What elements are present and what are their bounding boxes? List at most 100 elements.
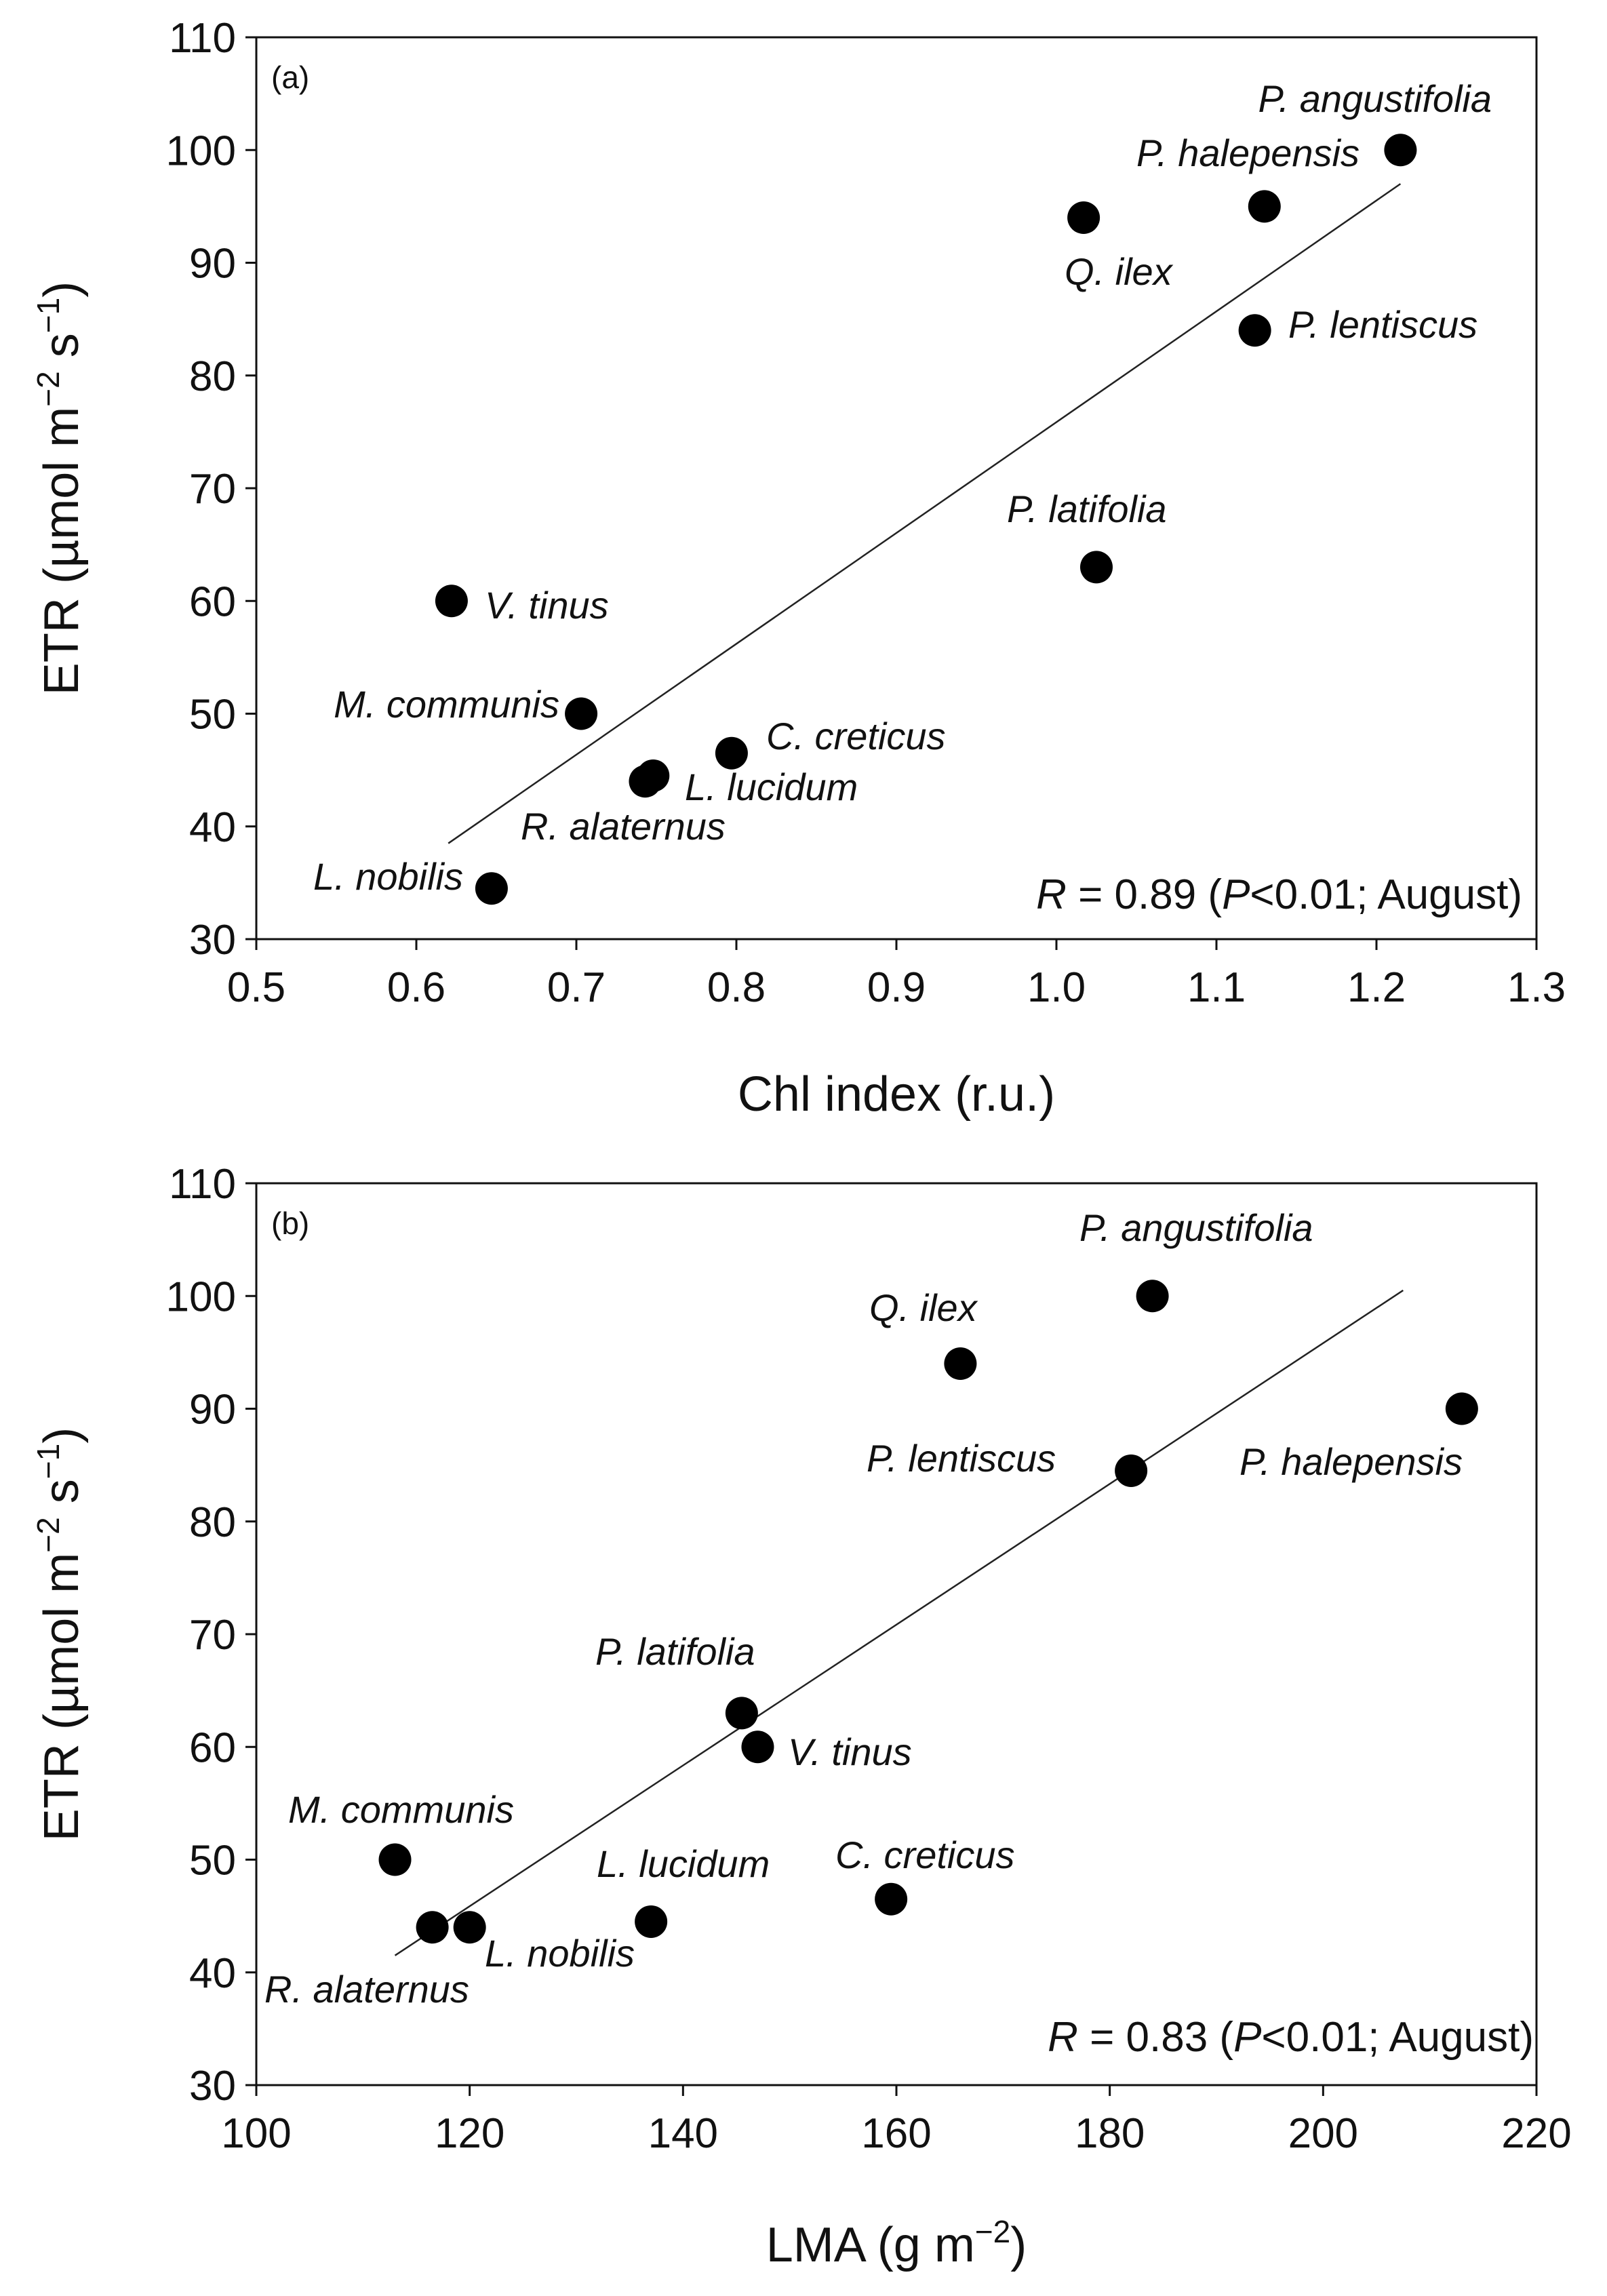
panel-a-point-q-ilex bbox=[1067, 201, 1100, 234]
panel-b-label-p-lentiscus: P. lentiscus bbox=[867, 1437, 1056, 1480]
panel-a-y-ticks: 30 40 50 60 70 80 90 100 110 bbox=[166, 15, 256, 964]
panel-b-points bbox=[378, 1280, 1478, 1944]
panel-b-y-title-part: ETR (µmol m bbox=[35, 1553, 89, 1841]
panel-b-point-r-alaternus bbox=[416, 1911, 449, 1944]
panel-a-y-tick-label: 110 bbox=[169, 15, 236, 62]
panel-b-label-p-latifolia: P. latifolia bbox=[595, 1630, 755, 1673]
panel-b-y-tick-label: 80 bbox=[189, 1499, 236, 1546]
panel-b-x-tick-label: 140 bbox=[648, 2110, 718, 2157]
panel-a-point-v-tinus bbox=[435, 585, 468, 618]
panel-a-point-p-lentiscus bbox=[1238, 314, 1271, 347]
panel-a-panel-label: (a) bbox=[271, 60, 309, 95]
panel-b-point-v-tinus bbox=[741, 1730, 774, 1764]
panel-a-y-tick-label: 80 bbox=[189, 353, 236, 400]
panel-a-label-l-nobilis: L. nobilis bbox=[313, 855, 463, 898]
panel-a-x-axis-title: Chl index (r.u.) bbox=[738, 1067, 1055, 1122]
panel-b-label-l-lucidum: L. lucidum bbox=[597, 1842, 770, 1885]
panel-b-x-tick-label: 200 bbox=[1288, 2110, 1358, 2157]
panel-a-x-ticks: 0.5 0.6 0.7 0.8 0.9 1.0 1.1 1.2 1.3 bbox=[227, 939, 1566, 1011]
panel-a-point-c-creticus bbox=[715, 736, 748, 770]
panel-b-y-axis-title: ETR (µmol m−2 s−1) bbox=[31, 1427, 89, 1841]
panel-b-point-l-lucidum bbox=[635, 1905, 668, 1938]
panel-b-point-l-nobilis bbox=[453, 1911, 486, 1944]
panel-b-point-m-communis bbox=[378, 1843, 412, 1876]
panel-b-y-ticks: 30 40 50 60 70 80 90 100 110 bbox=[166, 1161, 256, 2110]
panel-b-y-tick-label: 70 bbox=[189, 1612, 236, 1659]
panel-b-y-title-sup: −1 bbox=[31, 1444, 66, 1479]
panel-a-label-l-lucidum: L. lucidum bbox=[685, 766, 858, 808]
panel-b-y-title-sup: −2 bbox=[31, 1517, 66, 1552]
panel-b-x-title-part: LMA (g m bbox=[766, 2218, 975, 2272]
panel-a-point-p-latifolia bbox=[1080, 551, 1113, 584]
panel-a-y-title-part: s bbox=[35, 333, 89, 371]
panel-b-label-p-angustifolia: P. angustifolia bbox=[1079, 1206, 1313, 1249]
panel-b-label-r-alaternus: R. alaternus bbox=[264, 1968, 469, 2011]
panel-a-x-tick-label: 1.2 bbox=[1347, 964, 1406, 1011]
panel-b-y-tick-label: 50 bbox=[189, 1838, 236, 1884]
panel-a-x-tick-label: 1.1 bbox=[1187, 964, 1246, 1011]
panel-b-y-tick-label: 30 bbox=[189, 2063, 236, 2110]
panel-a-y-tick-label: 50 bbox=[189, 692, 236, 738]
panel-b-x-title-part: ) bbox=[1010, 2218, 1027, 2272]
panel-a-stat-text: = 0.89 ( bbox=[1067, 871, 1223, 918]
panel-a-label-m-communis: M. communis bbox=[334, 683, 559, 726]
panel-a-label-v-tinus: V. tinus bbox=[485, 584, 609, 627]
panel-a-y-tick-label: 60 bbox=[189, 578, 236, 625]
panel-a-point-l-nobilis bbox=[475, 872, 508, 905]
panel-b-label-c-creticus: C. creticus bbox=[835, 1834, 1015, 1876]
panel-a-point-p-halepensis bbox=[1248, 190, 1281, 223]
panel-b-stat-text: = 0.83 ( bbox=[1078, 2014, 1234, 2061]
panel-b-stat-r: R bbox=[1048, 2014, 1078, 2061]
panel-a-point-m-communis bbox=[565, 697, 598, 730]
panel-b-point-p-lentiscus bbox=[1115, 1454, 1148, 1487]
panel-b-y-title-part: s bbox=[35, 1479, 89, 1517]
panel-b-x-ticks: 100 120 140 160 180 200 220 bbox=[221, 2085, 1572, 2157]
panel-b-label-q-ilex: Q. ilex bbox=[869, 1286, 978, 1329]
panel-b-label-p-halepensis: P. halepensis bbox=[1239, 1440, 1463, 1483]
panel-a-stat-r: R bbox=[1036, 871, 1067, 918]
panel-b-label-l-nobilis: L. nobilis bbox=[485, 1932, 635, 1975]
panel-a: 30 40 50 60 70 80 90 100 110 0.5 0.6 0.7 0.8 0.9 1.0 1… bbox=[31, 15, 1566, 1122]
panel-a-x-tick-label: 0.7 bbox=[547, 964, 606, 1011]
panel-b-point-p-halepensis bbox=[1445, 1392, 1478, 1425]
panel-a-label-q-ilex: Q. ilex bbox=[1065, 250, 1174, 293]
panel-a-x-tick-label: 0.6 bbox=[387, 964, 445, 1011]
panel-a-y-tick-label: 100 bbox=[166, 127, 236, 174]
panel-b-y-tick-label: 100 bbox=[166, 1273, 236, 1320]
panel-b-label-m-communis: M. communis bbox=[288, 1788, 514, 1831]
panel-b-point-p-latifolia bbox=[725, 1697, 758, 1730]
panel-a-fit-line bbox=[448, 183, 1402, 844]
panel-a-y-axis-title: ETR (µmol m−2 s−1) bbox=[31, 281, 89, 695]
panel-b-y-tick-label: 60 bbox=[189, 1724, 236, 1771]
panel-b-y-title-part: ) bbox=[35, 1427, 89, 1444]
panel-a-points bbox=[435, 134, 1417, 905]
panel-a-stat-p: P bbox=[1222, 871, 1250, 918]
panel-b-x-tick-label: 160 bbox=[861, 2110, 931, 2157]
panel-b-y-tick-label: 110 bbox=[169, 1161, 236, 1208]
panel-a-y-title-part: ) bbox=[35, 281, 89, 298]
panel-b-x-tick-label: 180 bbox=[1075, 2110, 1145, 2157]
panel-a-stat-rest: <0.01; August) bbox=[1250, 871, 1522, 918]
panel-a-label-p-angustifolia: P. angustifolia bbox=[1258, 77, 1492, 120]
panel-a-y-tick-label: 90 bbox=[189, 241, 236, 288]
panel-a-regression-line bbox=[448, 183, 1402, 844]
panel-a-point-p-angustifolia bbox=[1384, 134, 1417, 167]
panel-b: 30 40 50 60 70 80 90 100 110 100 120 140 160 180 200 2… bbox=[31, 1161, 1572, 2272]
panel-b-stat-annotation: R = 0.83 (P<0.01; August) bbox=[1048, 2014, 1534, 2061]
panel-b-label-v-tinus: V. tinus bbox=[788, 1730, 912, 1773]
panel-a-y-title-part: ETR (µmol m bbox=[35, 407, 89, 695]
panel-a-x-tick-label: 0.9 bbox=[867, 964, 926, 1011]
panel-b-fit-line bbox=[394, 1289, 1404, 1956]
panel-a-point-r-alaternus bbox=[629, 765, 662, 798]
panel-a-stat-annotation: R = 0.89 (P<0.01; August) bbox=[1036, 871, 1522, 918]
panel-b-x-tick-label: 100 bbox=[221, 2110, 291, 2157]
panel-a-y-tick-label: 30 bbox=[189, 917, 236, 964]
panel-a-y-title-sup: −1 bbox=[31, 298, 66, 333]
panel-b-stat-rest: <0.01; August) bbox=[1261, 2014, 1534, 2061]
panel-a-x-tick-label: 1.0 bbox=[1027, 964, 1086, 1011]
panel-a-x-tick-label: 0.8 bbox=[707, 964, 766, 1011]
panel-a-label-r-alaternus: R. alaternus bbox=[521, 805, 726, 848]
panel-b-stat-p: P bbox=[1233, 2014, 1261, 2061]
panel-a-label-p-lentiscus: P. lentiscus bbox=[1288, 303, 1477, 346]
panel-a-y-tick-label: 70 bbox=[189, 466, 236, 513]
